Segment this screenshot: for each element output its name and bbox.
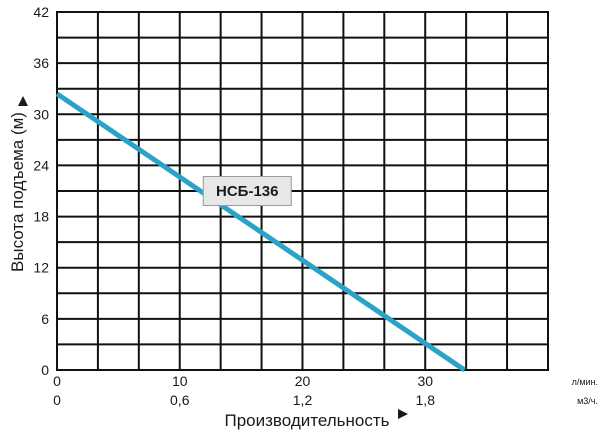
x-axis-title: Производительность: [224, 411, 389, 430]
series-layer: НСБ-136: [55, 91, 466, 373]
series-label-box: [202, 176, 292, 206]
x-axis-title-group: Производительность: [224, 409, 408, 430]
x-secondary-tick-label: 1,8: [416, 392, 436, 408]
x-primary-tick-label: 0: [53, 373, 61, 389]
y-tick-label: 42: [33, 4, 49, 20]
y-tick-label: 36: [33, 55, 49, 71]
y-axis-tick-labels: 0 6 12 18 24 30 36 42: [33, 4, 49, 378]
x-primary-tick-label: 20: [295, 373, 311, 389]
series-label: НСБ-136: [216, 183, 278, 200]
y-tick-label: 24: [33, 157, 49, 173]
series-line-0: [55, 91, 466, 373]
x-secondary-tick-label: 0: [53, 392, 61, 408]
y-tick-label: 0: [41, 362, 49, 378]
x-axis-primary-unit: л/мин.: [572, 377, 598, 387]
y-tick-label: 6: [41, 311, 49, 327]
x-secondary-tick-label: 0,6: [170, 392, 190, 408]
y-tick-label: 18: [33, 209, 49, 225]
x-axis-primary-tick-labels: 0 10 20 30: [53, 373, 433, 389]
x-primary-tick-label: 10: [172, 373, 188, 389]
chart-grid: [57, 12, 548, 370]
y-axis-title: Высота подъема (м): [8, 112, 27, 272]
y-tick-label: 12: [33, 260, 49, 276]
y-axis-arrow-icon: [18, 96, 28, 106]
x-axis-arrow-icon: [398, 409, 408, 419]
x-axis-secondary-tick-labels: 0 0,6 1,2 1,8: [53, 392, 435, 408]
y-axis-title-group: Высота подъема (м): [8, 96, 28, 272]
x-primary-tick-label: 30: [417, 373, 433, 389]
y-tick-label: 30: [33, 106, 49, 122]
x-axis-secondary-unit: м3/ч.: [577, 396, 598, 406]
plot-area-frame: [56, 11, 549, 371]
x-secondary-tick-label: 1,2: [293, 392, 313, 408]
